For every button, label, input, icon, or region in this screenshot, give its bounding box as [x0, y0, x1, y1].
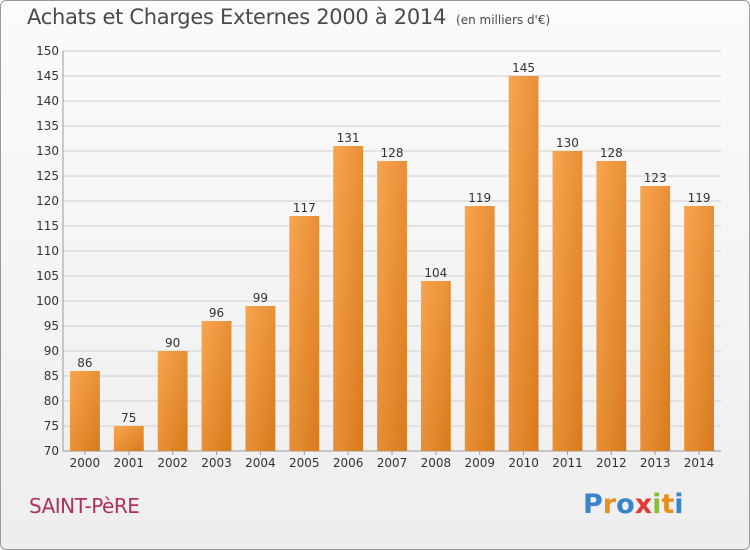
logo-letter: x	[634, 489, 653, 520]
x-tick-label: 2003	[201, 456, 232, 470]
bar-2002	[157, 351, 188, 451]
bar-2009	[464, 206, 495, 451]
y-tick-label: 85	[44, 369, 59, 383]
data-label-2008: 104	[424, 266, 447, 280]
x-tick-label: 2013	[640, 456, 671, 470]
bar-2013	[640, 186, 671, 451]
y-tick-label: 80	[44, 394, 59, 408]
data-label-2005: 117	[293, 201, 316, 215]
data-label-2013: 123	[644, 171, 667, 185]
bar-2004	[245, 306, 276, 451]
data-label-2000: 86	[77, 356, 92, 370]
y-tick-label: 70	[44, 444, 59, 458]
x-tick-label: 2004	[245, 456, 276, 470]
y-tick-label: 135	[36, 119, 59, 133]
bar-2000	[70, 371, 100, 451]
x-tick-label: 2012	[596, 456, 627, 470]
bars	[70, 76, 714, 451]
data-label-2012: 128	[600, 146, 623, 160]
chart-title-text: Achats et Charges Externes 2000 à 2014	[27, 5, 447, 29]
axis-lines	[62, 51, 721, 452]
x-tick-label: 2005	[289, 456, 320, 470]
data-labels: 86 75 90 96 99 117 131 128 104 119 145 130 128 123 119	[77, 61, 710, 425]
bar-2014	[684, 206, 714, 451]
data-label-2009: 119	[468, 191, 491, 205]
x-tick-label: 2008	[421, 456, 452, 470]
x-tick-label: 2009	[464, 456, 495, 470]
y-tick-label: 145	[36, 69, 59, 83]
y-tick-label: 75	[44, 419, 59, 433]
bar-2008	[420, 281, 451, 451]
y-tick-label: 125	[36, 169, 59, 183]
data-label-2010: 145	[512, 61, 535, 75]
y-tick-label: 130	[36, 144, 59, 158]
y-axis-ticks: 70 75 80 85 90 95 100 105 110 115 120 125 130 135 140 1…	[36, 44, 59, 458]
x-tick-label: 2014	[684, 456, 715, 470]
x-tick-label: 2007	[377, 456, 408, 470]
y-tick-label: 115	[36, 219, 59, 233]
logo-letter: P	[583, 489, 603, 520]
bar-2010	[508, 76, 539, 451]
y-tick-label: 100	[36, 294, 59, 308]
commune-name: SAINT-PèRE	[29, 494, 140, 518]
logo-letter: t	[661, 489, 675, 520]
chart-unit: (en milliers d'€)	[456, 13, 551, 27]
bar-2007	[377, 161, 407, 451]
bar-2011	[552, 151, 583, 451]
y-tick-label: 120	[36, 194, 59, 208]
logo-letter: o	[616, 489, 635, 520]
y-tick-label: 105	[36, 269, 59, 283]
y-tick-label: 90	[44, 344, 59, 358]
logo-letter: i	[652, 489, 662, 520]
data-label-2007: 128	[381, 146, 404, 160]
y-tick-label: 150	[36, 44, 59, 58]
data-label-2002: 90	[165, 336, 180, 350]
x-tick-label: 2010	[508, 456, 539, 470]
bar-2006	[333, 146, 364, 451]
x-tick-label: 2000	[70, 456, 101, 470]
data-label-2001: 75	[121, 411, 136, 425]
logo-letter: i	[674, 489, 684, 520]
proxiti-logo: Proxiti	[583, 489, 684, 520]
x-tick-label: 2006	[333, 456, 364, 470]
data-label-2006: 131	[337, 131, 360, 145]
data-label-2004: 99	[253, 291, 268, 305]
chart-title: Achats et Charges Externes 2000 à 2014 (e…	[27, 5, 550, 29]
x-axis-ticks: 2000 2001 2002 2003 2004 2005 2006 2007 2008 2009…	[70, 451, 715, 470]
x-tick-label: 2001	[114, 456, 145, 470]
logo-letter: r	[602, 489, 617, 520]
data-label-2014: 119	[688, 191, 711, 205]
data-label-2003: 96	[209, 306, 224, 320]
y-tick-label: 95	[44, 319, 59, 333]
bar-2001	[113, 426, 144, 451]
bar-2005	[289, 216, 320, 451]
bar-2003	[201, 321, 232, 451]
bar-2012	[596, 161, 627, 451]
y-tick-label: 110	[36, 244, 59, 258]
data-label-2011: 130	[556, 136, 579, 150]
x-tick-label: 2011	[552, 456, 583, 470]
y-tick-label: 140	[36, 94, 59, 108]
x-tick-label: 2002	[157, 456, 188, 470]
